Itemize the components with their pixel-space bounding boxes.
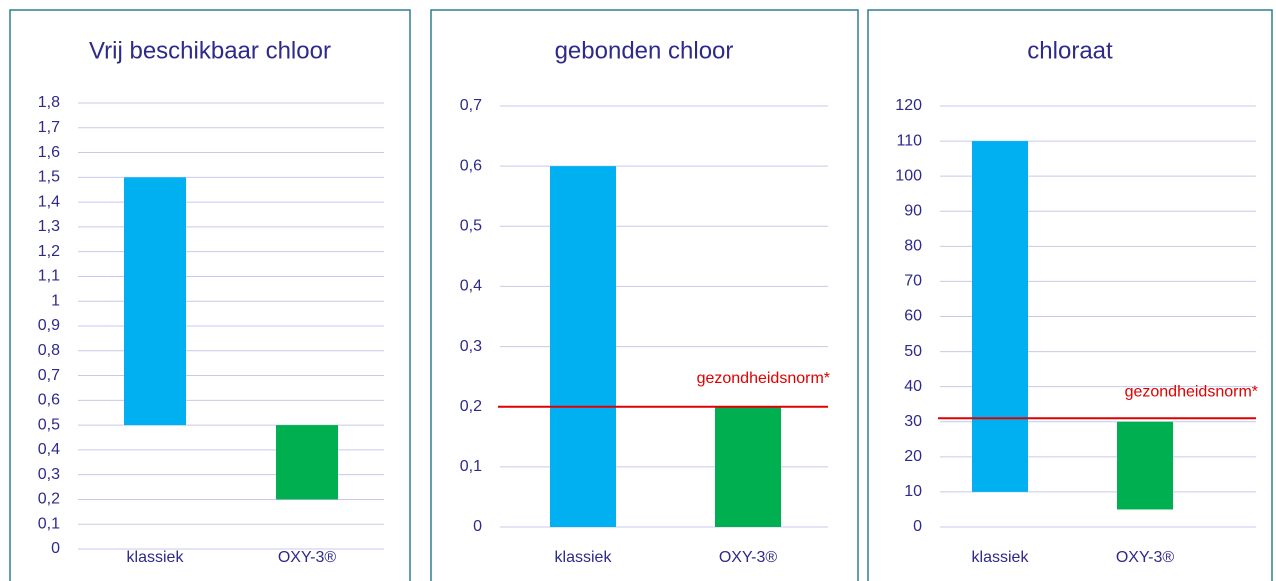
y-tick-label: 0,3 [38, 466, 60, 483]
y-tick-label: 0 [51, 540, 60, 557]
y-tick-label: 0,9 [38, 317, 60, 334]
y-tick-label: 80 [904, 238, 922, 255]
x-tick-label: klassiek [127, 549, 185, 566]
y-tick-label: 1,4 [38, 193, 60, 210]
y-tick-label: 0,6 [38, 392, 60, 409]
y-tick-label: 60 [904, 308, 922, 325]
reference-label: gezondheidsnorm* [697, 370, 830, 387]
y-tick-label: 0,2 [38, 491, 60, 508]
y-tick-label: 1,2 [38, 243, 60, 260]
y-tick-label: 1,1 [38, 268, 60, 285]
chart-title: Vrij beschikbaar chloor [89, 37, 331, 64]
y-tick-label: 0 [473, 518, 482, 535]
bar [124, 177, 186, 426]
y-tick-label: 110 [896, 132, 922, 149]
panel-border [867, 9, 1273, 581]
y-tick-label: 20 [904, 448, 922, 465]
y-tick-label: 40 [904, 378, 922, 395]
y-tick-label: 1,5 [38, 169, 60, 186]
y-tick-label: 0,3 [460, 338, 482, 355]
y-tick-label: 100 [895, 167, 922, 184]
y-tick-label: 0,7 [460, 97, 482, 114]
y-tick-label: 1,3 [38, 218, 60, 235]
x-tick-label: klassiek [972, 549, 1030, 566]
x-tick-label: OXY-3® [1116, 549, 1175, 566]
y-tick-label: 1 [51, 292, 60, 309]
bar [550, 166, 616, 527]
y-tick-label: 30 [904, 413, 922, 430]
bar [715, 406, 781, 527]
y-tick-label: 0 [913, 518, 922, 535]
x-tick-label: OXY-3® [278, 549, 337, 566]
y-tick-label: 10 [904, 483, 922, 500]
y-tick-label: 0,7 [38, 367, 60, 384]
reference-label: gezondheidsnorm* [1125, 383, 1258, 400]
y-tick-label: 0,5 [460, 218, 482, 235]
panel-border [9, 9, 411, 581]
y-tick-label: 0,1 [460, 458, 482, 475]
y-tick-label: 1,7 [38, 119, 60, 136]
y-tick-label: 0,1 [38, 515, 60, 532]
bar [972, 141, 1028, 492]
y-tick-label: 0,4 [38, 441, 60, 458]
y-tick-label: 0,4 [460, 278, 482, 295]
y-tick-label: 90 [904, 202, 922, 219]
bar [276, 425, 338, 500]
chart-title: gebonden chloor [555, 37, 734, 64]
y-tick-label: 0,6 [460, 157, 482, 174]
chart-title: chloraat [1027, 37, 1113, 64]
y-tick-label: 1,6 [38, 144, 60, 161]
y-tick-label: 120 [895, 97, 922, 114]
y-tick-label: 1,8 [38, 94, 60, 111]
bar [1117, 421, 1173, 510]
y-tick-label: 0,2 [460, 398, 482, 415]
y-tick-label: 50 [904, 343, 922, 360]
y-tick-label: 0,8 [38, 342, 60, 359]
panel-border [430, 9, 859, 581]
x-tick-label: OXY-3® [719, 549, 778, 566]
x-tick-label: klassiek [555, 549, 613, 566]
y-tick-label: 0,5 [38, 416, 60, 433]
y-tick-label: 70 [904, 273, 922, 290]
